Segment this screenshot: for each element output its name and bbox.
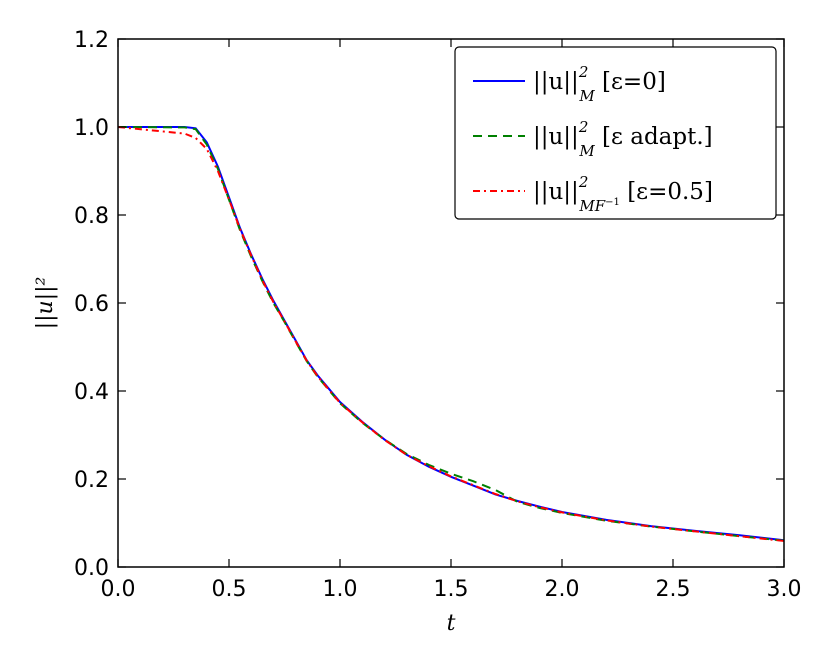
x-tick-label: 1.5 [434, 577, 469, 602]
y-tick-label: 1.2 [74, 28, 109, 53]
legend-box [454, 46, 777, 220]
x-tick-label: 3.0 [767, 577, 802, 602]
series-line-2 [117, 126, 785, 542]
x-tick-label: 0.0 [101, 577, 136, 602]
legend-label-1: ||u||2 M [ε adapt.] [533, 118, 713, 160]
x-tick-label: 2.0 [545, 577, 580, 602]
tick-layer: 0.0 0.5 1.0 1.5 2.0 2.5 3.0 0.0 0.2 0.4 0.6 0.8 1.0 1… [74, 28, 802, 602]
legend-label-2: ||u||2 MF−1 [ε=0.5] [533, 173, 713, 215]
y-tick-label: 0.4 [74, 380, 109, 405]
legend-label-0: ||u||2 M [ε=0] [533, 63, 666, 105]
series-layer [117, 126, 785, 542]
y-tick-label: 0.2 [74, 468, 109, 493]
x-tick-label: 0.5 [212, 577, 247, 602]
y-tick-label: 0.6 [74, 292, 109, 317]
y-tick-label: 1.0 [74, 116, 109, 141]
x-tick-label: 2.5 [656, 577, 691, 602]
series-line-1 [117, 126, 785, 542]
y-tick-label: 0.8 [74, 204, 109, 229]
y-axis-label: ||u||² [33, 277, 58, 330]
legend: ||u||2 M [ε=0] ||u||2 M [ε adapt.] ||u||2 MF−… [454, 46, 777, 220]
x-axis-label: t [447, 611, 456, 636]
y-tick-label: 0.0 [74, 556, 109, 581]
x-tick-label: 1.0 [323, 577, 358, 602]
